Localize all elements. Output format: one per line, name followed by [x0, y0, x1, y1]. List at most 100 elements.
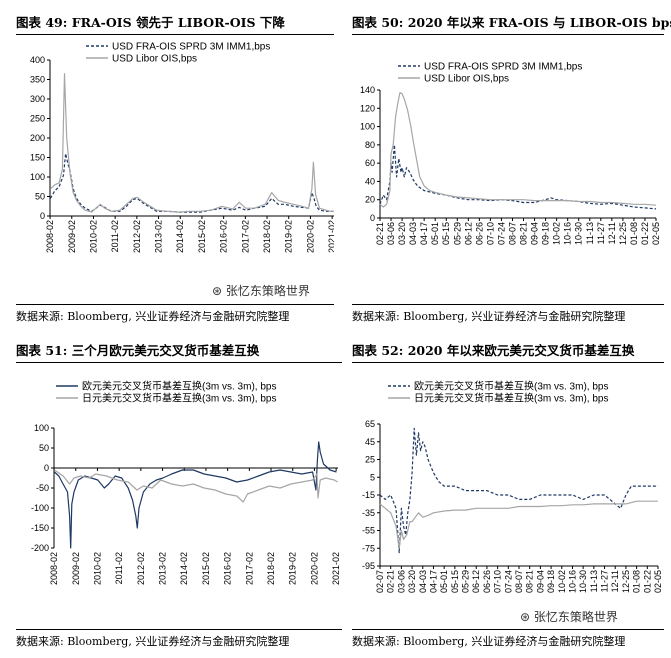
x-tick-label: 10-16	[567, 570, 577, 593]
x-tick-label: 05-01	[439, 570, 449, 593]
watermark: ⊛ 张忆东策略世界	[520, 610, 618, 624]
series-line-2	[54, 469, 338, 503]
x-tick-label: 03-06	[386, 222, 396, 245]
source-rule	[16, 629, 342, 630]
y-tick-label: -75	[362, 543, 375, 553]
source-note: 数据来源: Bloomberg, 兴业证券经济与金融研究院整理	[352, 635, 626, 648]
y-tick-label: 0	[370, 213, 375, 223]
legend-label-1: USD FRA-OIS SPRD 3M IMM1,bps	[424, 62, 582, 73]
source-note: 数据来源: Bloomberg, 兴业证券经济与金融研究院整理	[352, 310, 626, 323]
x-tick-label: 11-13	[589, 570, 599, 592]
x-tick-label: 2017-02	[244, 552, 254, 585]
x-tick-label: 04-17	[428, 570, 438, 593]
x-tick-label: 08-21	[525, 570, 535, 593]
title-rule	[352, 362, 664, 363]
x-tick-label: 09-18	[541, 222, 551, 245]
y-tick-label: -100	[31, 503, 49, 513]
x-tick-label: 2019-02	[288, 552, 298, 585]
watermark-text: 张忆东策略世界	[533, 610, 618, 624]
x-tick-label: 08-07	[514, 570, 524, 593]
y-tick-label: 300	[30, 94, 45, 104]
series-line-1	[53, 441, 337, 549]
x-tick-label: 05-15	[450, 570, 460, 593]
x-tick-label: 07-24	[503, 570, 513, 593]
x-tick-label: 07-10	[485, 222, 495, 245]
y-tick-label: -200	[31, 543, 49, 553]
y-tick-label: -50	[36, 483, 49, 493]
panel-chart-49: 图表 49: FRA-OIS 领先于 LIBOR-OIS 下降 0 50 100 15…	[16, 12, 334, 330]
x-tick-label: 2010-02	[88, 220, 98, 253]
chart-svg: -200 -150 -100 -50 0 50 100 2008-02 2009-02 2010-…	[31, 380, 341, 586]
panel-chart-50: 图表 50: 2020 年以来 FRA-OIS 与 LIBOR-OIS bps …	[352, 12, 671, 330]
title-rule	[16, 34, 334, 35]
y-tick-label: -55	[362, 526, 375, 536]
x-tick-label: 09-18	[546, 570, 556, 593]
x-tick-label: 2021-02	[327, 220, 334, 253]
y-tick-label: -35	[362, 508, 375, 518]
x-tick-label: 12-25	[618, 222, 628, 245]
title-rule	[352, 34, 664, 35]
x-tick-label: 2014-02	[179, 552, 189, 585]
x-tick-label: 2010-02	[92, 552, 102, 585]
x-tick-label: 2011-02	[110, 220, 120, 252]
x-tick-label: 06-12	[471, 570, 481, 593]
x-tick-label: 06-12	[463, 222, 473, 245]
x-tick-label: 2013-02	[154, 220, 164, 253]
legend-label-2: USD Libor OIS,bps	[112, 54, 197, 65]
x-tick-label: 2009-02	[67, 220, 77, 253]
y-tick-label: 0	[40, 211, 45, 221]
x-tick-label: 11-27	[596, 222, 606, 244]
x-tick-label: 09-04	[530, 222, 540, 245]
series-line-1	[379, 144, 657, 210]
x-tick-label: 2012-02	[132, 220, 142, 253]
x-tick-label: 05-29	[452, 222, 462, 245]
x-tick-label: 10-02	[557, 570, 567, 593]
y-tick-label: 200	[30, 133, 45, 143]
y-tick-label: 140	[360, 85, 375, 95]
chart-svg: 0 20 40 60 80 100 120 140 02-21 03-06 03-20 04-03 04…	[360, 62, 661, 246]
chart-title: 图表 50: 2020 年以来 FRA-OIS 与 LIBOR-OIS bps	[352, 15, 671, 30]
x-tick-label: 2021-02	[331, 552, 341, 585]
x-tick-label: 2019-02	[284, 220, 294, 253]
y-tick-label: -150	[31, 523, 49, 533]
x-tick-label: 2014-02	[175, 220, 185, 253]
y-tick-label: 50	[39, 443, 49, 453]
x-tick-label: 11-27	[600, 570, 610, 592]
x-tick-label: 2020-02	[309, 552, 319, 585]
legend-label-1: 欧元美元交叉货币基差互换(3m vs. 3m), bps	[414, 380, 608, 393]
x-tick-label: 10-30	[574, 222, 584, 245]
x-tick-label: 2018-02	[266, 552, 276, 585]
y-tick-label: 0	[44, 463, 49, 473]
y-tick-label: 100	[34, 423, 49, 433]
x-tick-label: 2018-02	[262, 220, 272, 253]
x-tick-label: 01-08	[632, 570, 642, 593]
watermark: ⊛ 张忆东策略世界	[212, 284, 310, 298]
x-tick-label: 2009-02	[71, 552, 81, 585]
x-tick-label: 11-13	[585, 222, 595, 244]
x-tick-label: 05-29	[461, 570, 471, 593]
watermark-text: 张忆东策略世界	[225, 284, 310, 298]
x-tick-label: 2008-02	[45, 220, 55, 253]
legend-label-1: USD FRA-OIS SPRD 3M IMM1,bps	[112, 42, 270, 53]
y-tick-label: 50	[35, 192, 45, 202]
y-tick-label: 65	[365, 419, 375, 429]
x-tick-label: 07-24	[496, 222, 506, 245]
x-tick-label: 2012-02	[136, 552, 146, 585]
x-tick-label: 01-08	[629, 222, 639, 245]
x-tick-label: 12-25	[621, 570, 631, 593]
y-tick-label: 45	[365, 437, 375, 447]
x-tick-label: 2017-02	[240, 220, 250, 253]
y-tick-label: 5	[370, 472, 375, 482]
x-tick-label: 10-30	[578, 570, 588, 593]
x-tick-label: 10-16	[563, 222, 573, 245]
y-tick-label: 350	[30, 75, 45, 85]
x-tick-label: 2015-02	[201, 552, 211, 585]
x-tick-label: 03-20	[407, 570, 417, 593]
legend-label-2: 日元美元交叉货币基差互换(3m vs. 3m), bps	[82, 392, 276, 405]
series-line-2	[379, 92, 657, 208]
x-tick-label: 10-02	[552, 222, 562, 245]
x-tick-label: 04-03	[408, 222, 418, 245]
y-tick-label: 250	[30, 114, 45, 124]
x-tick-label: 08-21	[519, 222, 529, 245]
